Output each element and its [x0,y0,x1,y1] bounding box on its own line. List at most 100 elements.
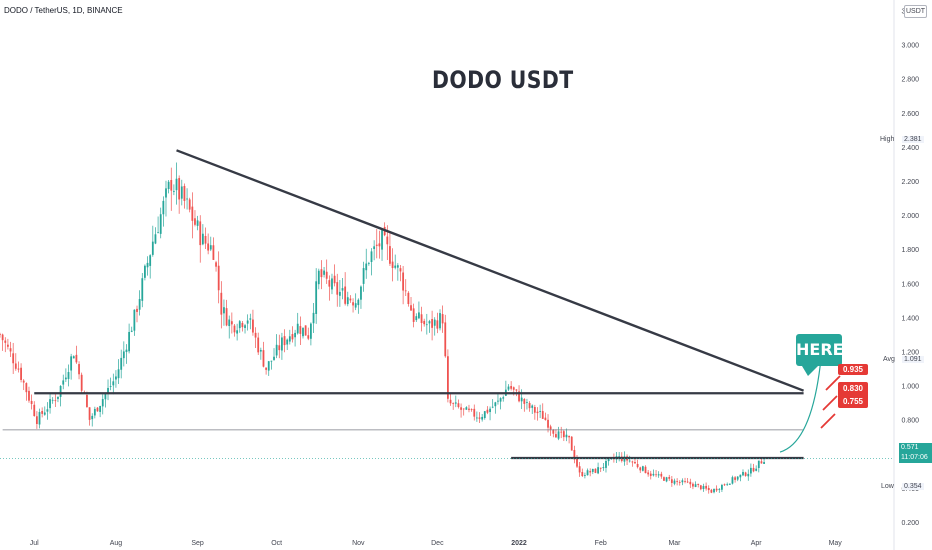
candle [178,175,181,214]
candle [755,465,758,472]
candle [302,327,304,339]
candle [146,256,149,276]
candle [344,272,347,306]
candle [12,342,15,374]
candle [249,313,252,330]
target-arrow-1 [820,413,836,429]
candle [433,317,436,336]
candle [0,332,1,338]
candle [736,476,739,482]
candle [283,329,286,353]
candle [473,404,476,421]
candle [91,413,94,427]
candle [731,475,734,485]
candle [665,476,668,483]
price-axis[interactable]: 0.2000.4000.6000.8001.0001.2001.4001.600… [893,0,919,550]
candle [194,210,196,227]
candle [33,401,36,417]
candle [557,426,560,441]
candle [228,315,231,339]
candle [75,345,78,364]
currency-unit[interactable]: USDT [904,5,927,18]
candle [494,401,497,414]
candle [215,260,217,272]
candle [349,295,352,303]
candle [320,260,323,290]
candle [634,458,636,464]
candle [115,370,117,388]
candle [647,469,650,477]
candle [475,411,478,422]
candle [381,228,383,261]
candle [7,338,9,350]
candle [576,454,578,468]
candle [544,412,547,421]
y-tick-label-5: 1.200 [901,349,919,356]
candle [573,445,576,464]
candle [641,465,644,472]
candle [170,167,173,211]
candle [201,224,204,246]
low-label: Low [881,483,894,490]
candle [254,327,257,349]
candle [159,207,162,239]
candle [323,267,325,278]
y-tick-label-7: 1.600 [901,281,919,288]
candle [196,215,199,231]
candle [104,392,107,408]
candle [418,301,420,320]
candle [312,302,315,334]
candle [367,261,370,266]
candle [686,478,689,484]
candle [523,398,526,412]
candle [109,377,112,391]
candle [244,323,246,334]
candle [241,321,244,332]
candle [278,334,281,359]
y-tick-label-10: 2.200 [901,179,919,186]
candle [668,474,671,481]
y-tick-label-9: 2.000 [901,213,919,220]
candle [707,485,710,494]
candle [449,392,452,406]
candle [481,413,484,422]
candle [670,475,673,487]
candle [288,329,291,345]
candle [20,363,22,383]
candle [362,261,365,292]
candle [723,483,726,487]
candle [491,399,494,409]
candle [273,348,275,361]
candle [149,254,152,279]
candle [233,324,236,337]
candle [262,341,265,368]
candle [618,452,621,462]
candle [120,349,123,379]
candle [141,272,144,308]
candle [404,279,407,297]
candle [526,398,528,410]
candle [291,326,294,343]
candle [415,313,418,323]
candle [1,333,4,351]
time-axis[interactable]: Jul Aug Sep Oct Nov Dec 2022 Feb Mar Apr May [30,540,843,547]
candle [441,305,444,333]
candle [165,180,167,217]
candle [692,482,694,490]
candle [599,467,602,473]
candle [101,394,104,415]
candle [238,320,241,333]
candle [399,264,402,282]
candle [447,349,449,403]
candle [470,408,473,412]
candle [702,483,705,492]
candle [236,323,239,341]
candle [502,395,505,402]
candle [144,264,146,281]
y-tick-label-4: 1.000 [901,384,919,391]
symbol-title[interactable]: DODO / TetherUS, 1D, BINANCE [4,6,123,15]
target-arrow-3 [825,375,841,391]
candle [402,265,405,305]
candle [204,227,207,250]
